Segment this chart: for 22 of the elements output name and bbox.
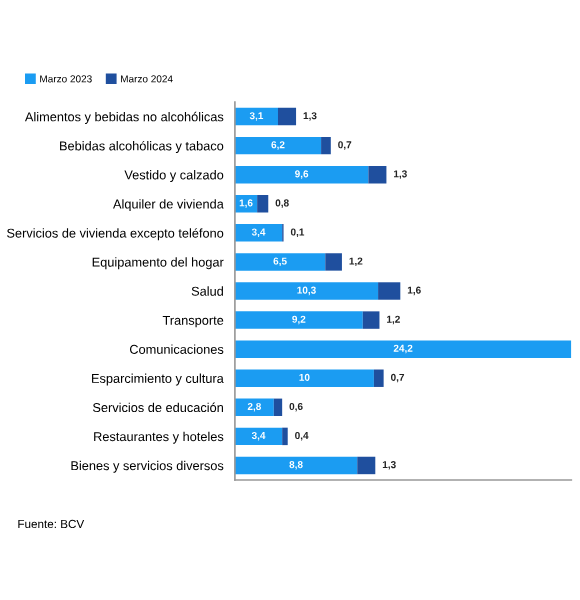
bar	[234, 369, 374, 387]
bar	[234, 311, 363, 329]
bar	[234, 224, 283, 242]
bar	[325, 253, 342, 271]
bar	[368, 165, 387, 184]
bar	[234, 165, 369, 184]
bar	[282, 427, 288, 446]
bar	[234, 282, 379, 300]
bar	[234, 107, 278, 126]
bar	[357, 456, 376, 475]
bar	[234, 340, 572, 358]
bar	[273, 398, 283, 417]
bar	[321, 136, 331, 155]
bar	[362, 311, 380, 329]
bar	[257, 195, 269, 213]
bar	[234, 253, 326, 271]
bar	[373, 369, 384, 387]
bar	[234, 456, 358, 475]
bar	[378, 282, 401, 300]
bar	[234, 427, 283, 446]
bar	[277, 107, 297, 126]
bar	[234, 136, 322, 155]
